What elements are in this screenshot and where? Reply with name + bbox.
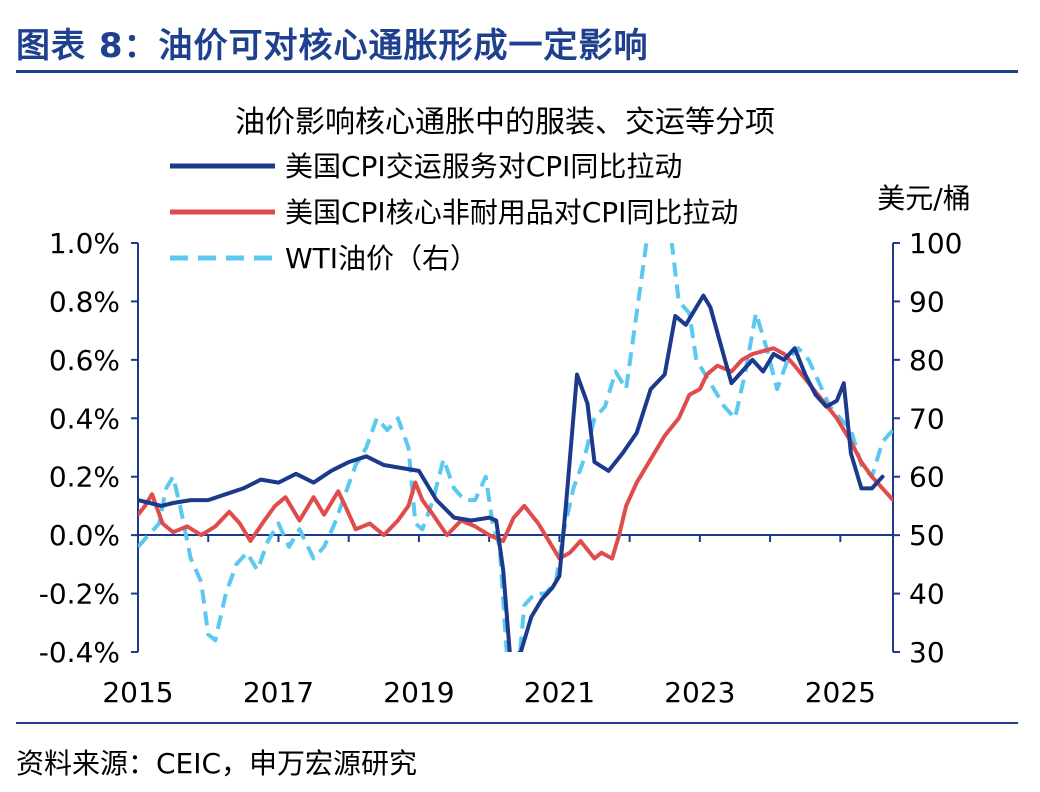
right-axis-label: 美元/桶 bbox=[877, 182, 970, 215]
x-tick-label: 2025 bbox=[805, 676, 876, 709]
left-tick-label: 0.8% bbox=[49, 285, 120, 318]
legend-label-1: 美国CPI核心非耐用品对CPI同比拉动 bbox=[285, 196, 738, 229]
left-tick-label: 0.2% bbox=[49, 461, 120, 494]
left-tick-label: 0.0% bbox=[49, 519, 120, 552]
x-tick-label: 2021 bbox=[524, 676, 595, 709]
x-tick-label: 2019 bbox=[383, 676, 454, 709]
right-tick-label: 50 bbox=[909, 519, 945, 552]
legend-label-2: WTI油价（右） bbox=[285, 242, 478, 275]
left-tick-label: 0.6% bbox=[49, 344, 120, 377]
chart-title: 油价影响核心通胀中的服装、交运等分项 bbox=[235, 105, 775, 140]
right-tick-label: 100 bbox=[909, 227, 962, 260]
axes: 1.0% 0.8% 0.6% 0.4% 0.2% 0.0% -0.2% -0.4% 100 90 8… bbox=[39, 227, 963, 709]
title-rule bbox=[16, 70, 1018, 73]
left-tick-label: 0.4% bbox=[49, 402, 120, 435]
right-tick-label: 30 bbox=[909, 636, 945, 669]
x-tick-label: 2017 bbox=[243, 676, 314, 709]
x-tick-label: 2023 bbox=[664, 676, 735, 709]
legend-label-0: 美国CPI交运服务对CPI同比拉动 bbox=[285, 150, 682, 183]
left-tick-label: -0.2% bbox=[39, 578, 120, 611]
right-tick-label: 80 bbox=[909, 344, 945, 377]
x-tick-label: 2015 bbox=[102, 676, 173, 709]
right-tick-label: 60 bbox=[909, 461, 945, 494]
series-line-2 bbox=[138, 243, 893, 652]
right-tick-label: 90 bbox=[909, 285, 945, 318]
right-tick-label: 70 bbox=[909, 402, 945, 435]
source-note: 资料来源：CEIC，申万宏源研究 bbox=[16, 747, 418, 780]
series-line-0 bbox=[138, 293, 885, 652]
figure-title: 图表 8：油价可对核心通胀形成一定影响 bbox=[16, 26, 649, 66]
plot-series bbox=[138, 243, 893, 652]
series-line-1 bbox=[138, 346, 893, 561]
left-tick-label: 1.0% bbox=[49, 227, 120, 260]
source-rule bbox=[16, 722, 1018, 724]
left-tick-label: -0.4% bbox=[39, 636, 120, 669]
right-tick-label: 40 bbox=[909, 578, 945, 611]
